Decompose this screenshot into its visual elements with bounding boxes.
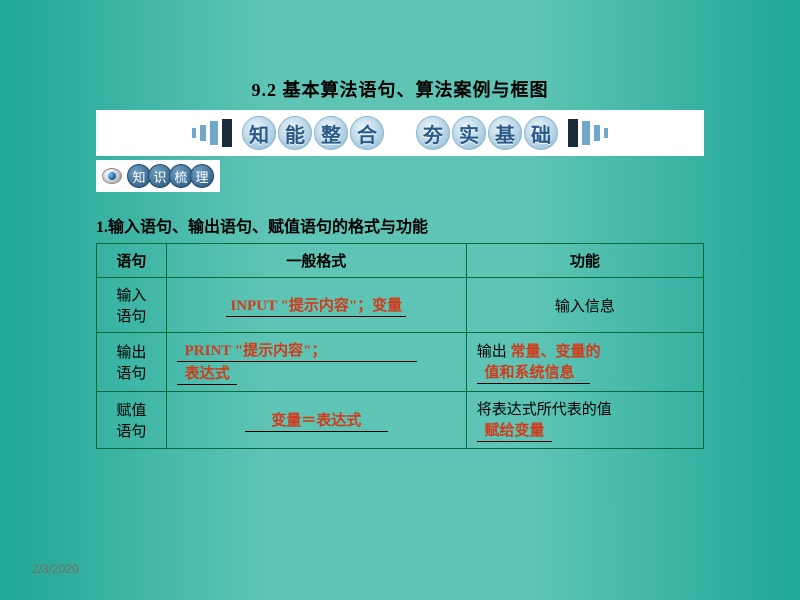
sub-banner-links: 知 识 梳 理	[130, 164, 214, 188]
main-banner: 知 能 整 合 夯 实 基 础	[96, 110, 704, 156]
table-row: 赋值语句 变量＝表达式 将表达式所代表的值 赋给变量	[97, 392, 704, 449]
table-header: 功能	[466, 244, 703, 278]
banner-bars-right	[568, 119, 608, 147]
row-label: 输出语句	[97, 333, 167, 392]
statements-table: 语句 一般格式 功能 输入语句 INPUT "提示内容"；变量 输入信息 输出语…	[96, 243, 704, 449]
disc-icon: 能	[278, 116, 312, 150]
disc-icon: 实	[452, 116, 486, 150]
table-row: 输入语句 INPUT "提示内容"；变量 输入信息	[97, 278, 704, 333]
link-icon: 理	[190, 164, 214, 188]
row-label: 输入语句	[97, 278, 167, 333]
disc-icon: 夯	[416, 116, 450, 150]
table-header: 一般格式	[166, 244, 466, 278]
table-row: 输出语句 PRINT "提示内容"； 表达式 输出 常量、变量的 值和系统信息	[97, 333, 704, 392]
row-format: PRINT "提示内容"； 表达式	[166, 333, 466, 392]
disc-icon: 基	[488, 116, 522, 150]
row-format: INPUT "提示内容"；变量	[166, 278, 466, 333]
slide-date: 2/3/2020	[32, 562, 79, 576]
banner-bars-left	[192, 119, 232, 147]
disc-icon: 础	[524, 116, 558, 150]
row-function: 将表达式所代表的值 赋给变量	[466, 392, 703, 449]
sub-banner: 知 识 梳 理	[96, 160, 220, 192]
page-title: 9.2 基本算法语句、算法案例与框图	[0, 0, 800, 102]
disc-icon: 知	[242, 116, 276, 150]
banner-discs-left: 知 能 整 合	[242, 116, 384, 150]
row-label: 赋值语句	[97, 392, 167, 449]
row-format: 变量＝表达式	[166, 392, 466, 449]
table-header: 语句	[97, 244, 167, 278]
camera-icon	[98, 162, 126, 190]
disc-icon: 合	[350, 116, 384, 150]
row-function: 输出 常量、变量的 值和系统信息	[466, 333, 703, 392]
row-function: 输入信息	[466, 278, 703, 333]
banner-discs-right: 夯 实 基 础	[416, 116, 558, 150]
disc-icon: 整	[314, 116, 348, 150]
section-heading: 1.输入语句、输出语句、赋值语句的格式与功能	[96, 213, 800, 237]
table-header-row: 语句 一般格式 功能	[97, 244, 704, 278]
